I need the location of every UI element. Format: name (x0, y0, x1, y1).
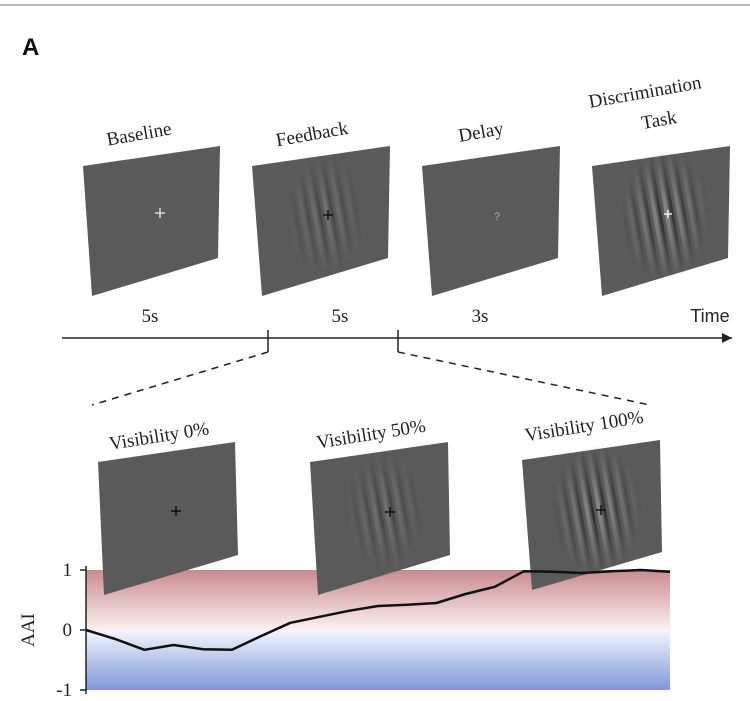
screen-feedback (252, 146, 390, 296)
time-label: Time (690, 306, 729, 326)
y-tick-label: 1 (63, 560, 73, 581)
panel-label: A (22, 34, 39, 61)
duration: 5s (142, 306, 159, 327)
time-arrow (722, 333, 732, 343)
phase-label: Baseline (105, 119, 173, 151)
duration: 3s (472, 306, 489, 327)
phase-label: Feedback (274, 118, 350, 151)
screen-visibility-50 (310, 442, 450, 595)
y-axis-label: AAI (18, 613, 39, 647)
y-tick-label: -1 (56, 680, 72, 701)
figure: A ? 5s 5s 3s Time Baseline Feedback Delay D… (0, 0, 750, 701)
phase-label: Delay (457, 118, 506, 147)
screen-visibility-100 (522, 440, 662, 590)
phase-label: Discrimination (587, 72, 703, 113)
negative-band (86, 630, 670, 690)
svg-text:?: ? (494, 211, 500, 223)
zoom-line (92, 352, 268, 405)
positive-band (86, 570, 670, 630)
duration: 5s (332, 306, 349, 327)
screen-baseline (83, 146, 220, 296)
phase-label: Task (640, 107, 679, 134)
screen-discrimination (592, 146, 730, 296)
screen-delay: ? (422, 146, 560, 296)
y-tick-label: 0 (63, 620, 73, 641)
zoom-line (398, 352, 650, 405)
visibility-label: Visibility 100% (523, 407, 645, 446)
